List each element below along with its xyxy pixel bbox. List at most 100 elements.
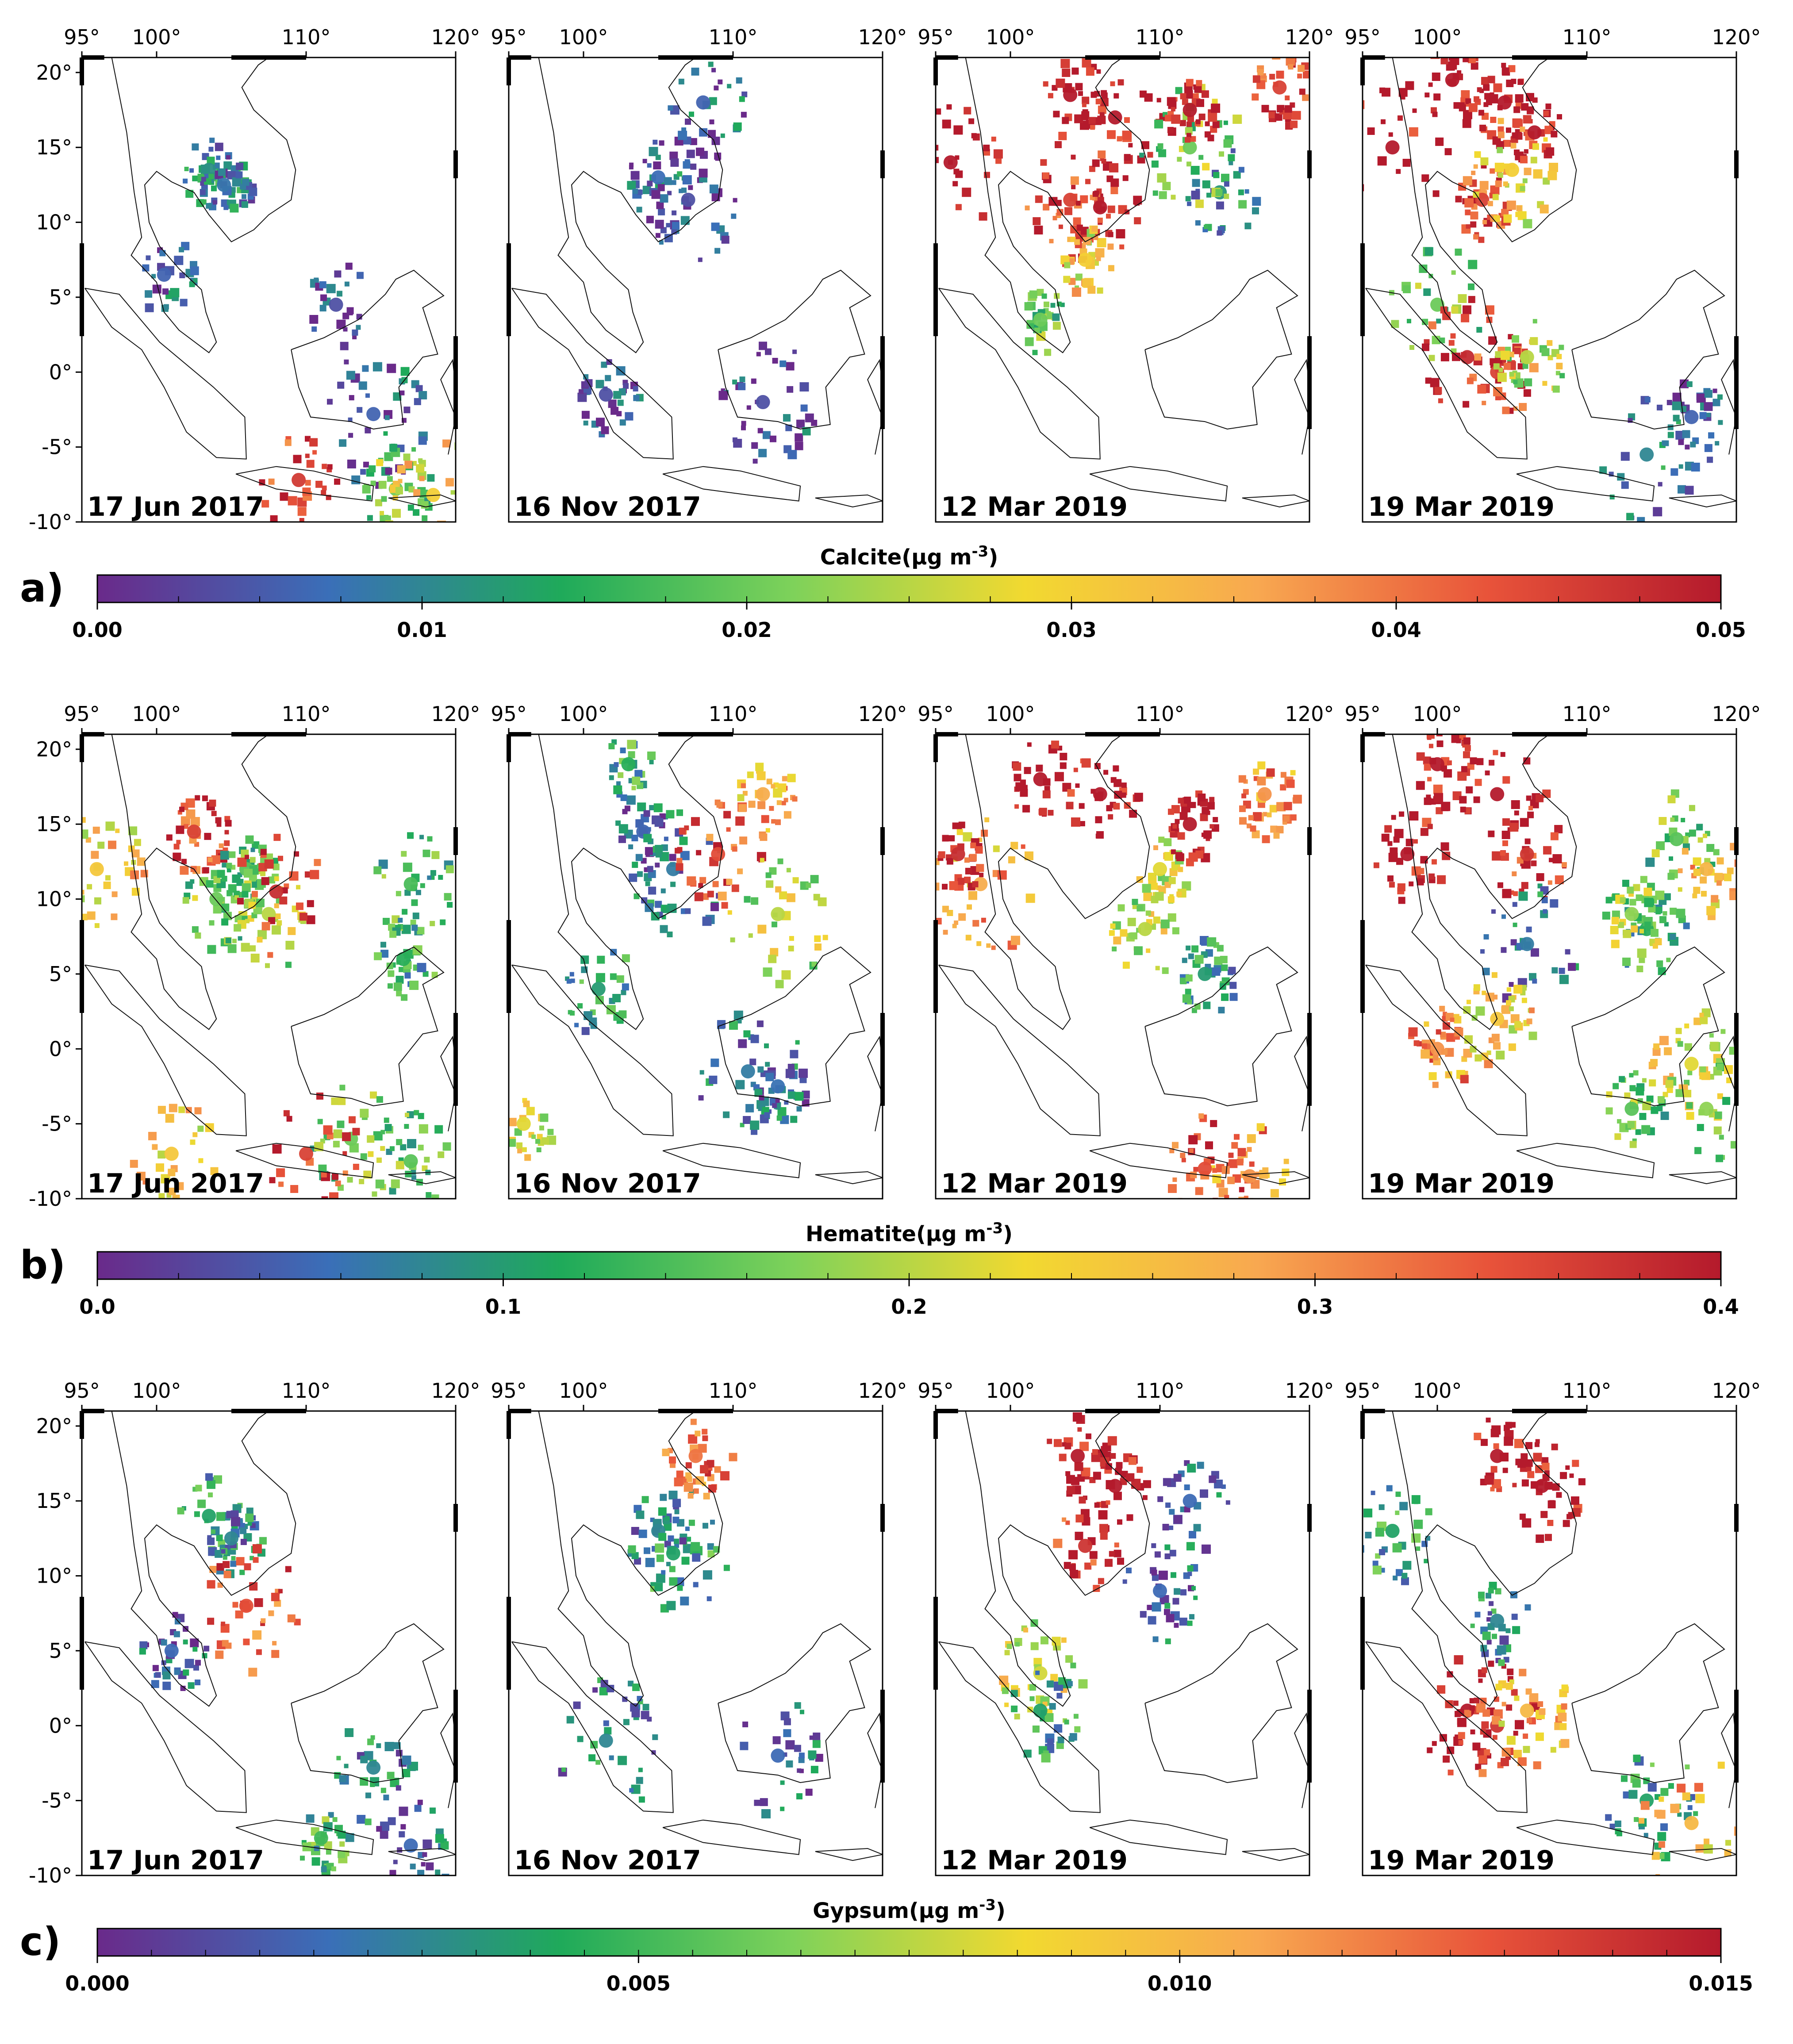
data-pixel [1363, 100, 1365, 109]
data-pixel [733, 198, 737, 203]
data-pixel [1509, 1006, 1514, 1012]
data-pixel [1660, 1112, 1669, 1120]
data-pixel [574, 1023, 579, 1028]
data-pixel [1200, 813, 1208, 821]
data-pixel [1168, 809, 1174, 815]
data-pixel [1136, 1466, 1143, 1473]
data-pixel [1488, 336, 1497, 345]
data-pixel [963, 832, 972, 842]
lon-tick-label: 110° [709, 702, 758, 726]
data-pixel [1176, 891, 1182, 897]
data-pixel [1349, 120, 1357, 128]
data-pixel [152, 1144, 158, 1150]
data-pixel [1640, 876, 1647, 883]
data-pixel [296, 902, 303, 910]
data-pixel [310, 870, 319, 879]
data-pixel [1057, 1737, 1064, 1743]
data-pixel [1493, 750, 1498, 755]
data-pixel [1502, 840, 1508, 846]
data-pixel [291, 1207, 298, 1214]
retrieval-pixels [1373, 734, 1745, 1162]
data-pixel [979, 212, 987, 221]
data-pixel [790, 1050, 799, 1058]
coastline-2 [235, 466, 374, 502]
data-pixel [338, 1830, 346, 1839]
data-pixel [1565, 949, 1570, 955]
data-pixel [1401, 1577, 1409, 1585]
data-pixel [1204, 1208, 1211, 1215]
data-pixel [207, 1618, 215, 1625]
data-pixel [314, 277, 319, 283]
data-pixel [1089, 165, 1095, 172]
data-pixel [1478, 1591, 1485, 1599]
hotspot-9 [299, 1147, 313, 1161]
data-pixel [373, 866, 382, 874]
data-pixel [711, 136, 720, 145]
data-pixel [1716, 880, 1722, 886]
data-pixel [1024, 767, 1031, 774]
data-pixel [1551, 130, 1558, 138]
data-pixel [714, 85, 719, 91]
data-pixel [1148, 873, 1156, 881]
data-pixel [1058, 224, 1063, 229]
data-pixel [670, 158, 679, 167]
data-pixel [655, 863, 660, 868]
data-pixel [1480, 157, 1489, 165]
data-pixel [305, 479, 311, 486]
colorbar-title-suffix: ) [996, 1898, 1006, 1923]
data-pixel [357, 1815, 366, 1824]
data-pixel [213, 876, 221, 883]
data-pixel [786, 893, 795, 902]
hotspot-4 [688, 1449, 703, 1463]
data-pixel [1213, 817, 1218, 822]
data-pixel [1673, 414, 1680, 422]
data-pixel [1380, 1568, 1385, 1573]
data-pixel [161, 1639, 167, 1646]
data-pixel [569, 972, 574, 977]
map-1: 95° 100° 110° 120°16 Nov 2017 [491, 25, 907, 523]
data-pixel [254, 1598, 263, 1607]
data-pixel [1160, 928, 1167, 935]
map-background [509, 58, 883, 522]
lon-tick-label: 110° [1563, 1379, 1612, 1403]
data-pixel [621, 989, 626, 995]
data-pixel [812, 1740, 821, 1748]
data-pixel [1263, 1198, 1270, 1199]
data-pixel [1154, 119, 1163, 129]
data-pixel [1532, 143, 1539, 150]
data-pixel [1096, 256, 1101, 261]
data-pixel [1134, 793, 1143, 802]
data-pixel [1547, 880, 1552, 885]
data-pixel [1513, 406, 1518, 411]
data-pixel [1537, 883, 1543, 889]
data-pixel [668, 1491, 678, 1499]
data-pixel [936, 858, 940, 865]
data-pixel [535, 1139, 540, 1144]
data-pixel [1107, 1436, 1117, 1446]
data-pixel [561, 1767, 566, 1772]
data-pixel [1190, 1171, 1197, 1178]
colorbar-title-superscript: -3 [979, 1896, 996, 1914]
data-pixel [1454, 1028, 1463, 1037]
data-pixel [718, 79, 723, 84]
data-pixel [658, 208, 665, 215]
data-pixel [192, 175, 198, 181]
data-pixel [185, 881, 193, 889]
data-pixel [721, 235, 729, 244]
data-pixel [956, 828, 963, 835]
data-pixel [1094, 190, 1099, 196]
data-pixel [1235, 1202, 1244, 1210]
data-pixel [1474, 353, 1482, 361]
data-pixel [1113, 1549, 1121, 1557]
data-pixel [306, 915, 315, 924]
coastline-3 [291, 269, 445, 430]
data-pixel [416, 464, 425, 473]
data-pixel [1303, 70, 1309, 79]
data-pixel [781, 970, 791, 980]
lon-tick-label: 110° [282, 1379, 331, 1403]
data-pixel [1739, 861, 1745, 867]
data-pixel [1042, 172, 1049, 179]
data-pixel [209, 799, 216, 807]
data-pixel [1476, 327, 1482, 333]
data-pixel [1506, 80, 1514, 87]
